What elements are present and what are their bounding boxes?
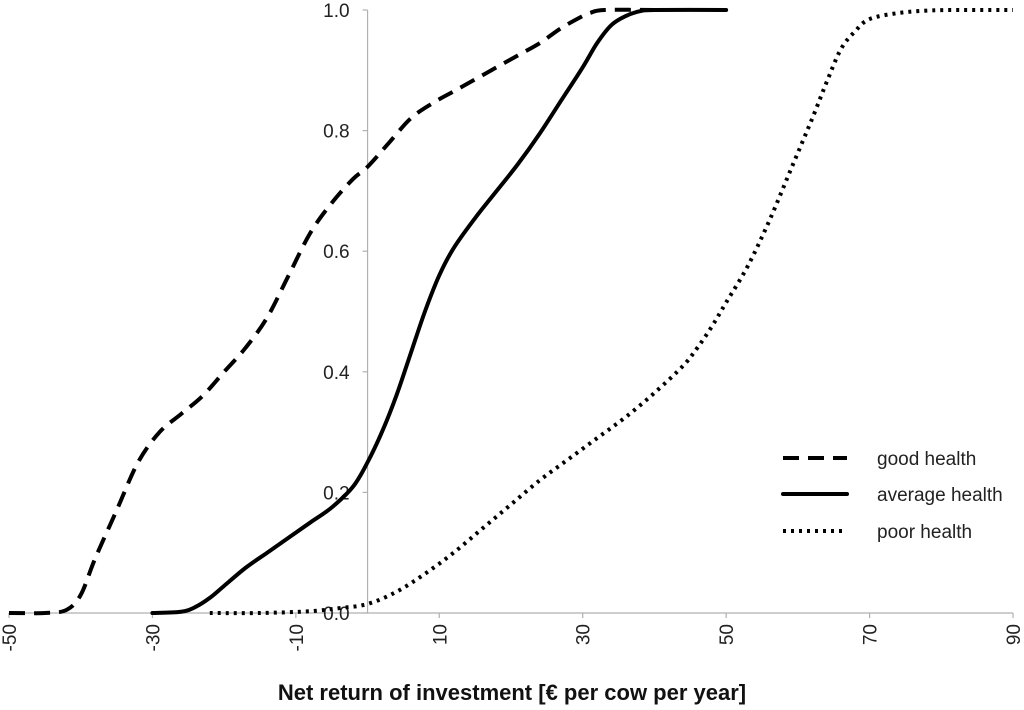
y-tick-label: 0.6 [323,242,349,263]
x-tick-label: 70 [861,624,882,645]
x-tick-label: -30 [143,624,164,651]
x-tick-label: 90 [1004,624,1024,645]
series-layer [8,7,1014,616]
x-axis-title: Net return of investment [€ per cow per … [278,680,746,705]
x-tick-label: 30 [574,624,595,645]
y-tick-label: 0.8 [323,122,349,143]
series-line-average-health [150,7,729,615]
legend-label: average health [877,485,1003,506]
legend-label: poor health [877,522,972,543]
series-line-good-health [8,7,655,616]
tick-labels: -50 -30 -10 10 30 50 70 900.00.20.40.60.81.0 [0,1,1024,651]
legend-label: good health [877,449,976,470]
x-tick-label: -50 [0,624,21,651]
y-tick-label: 1.0 [323,1,349,22]
x-tick-label: 10 [430,624,451,645]
y-tick-label: 0.4 [323,363,350,384]
x-tick-label: -10 [287,624,308,651]
x-tick-label: 50 [717,624,738,645]
legend: good health average health poor health [781,449,1003,543]
axes-layer [8,9,1014,618]
